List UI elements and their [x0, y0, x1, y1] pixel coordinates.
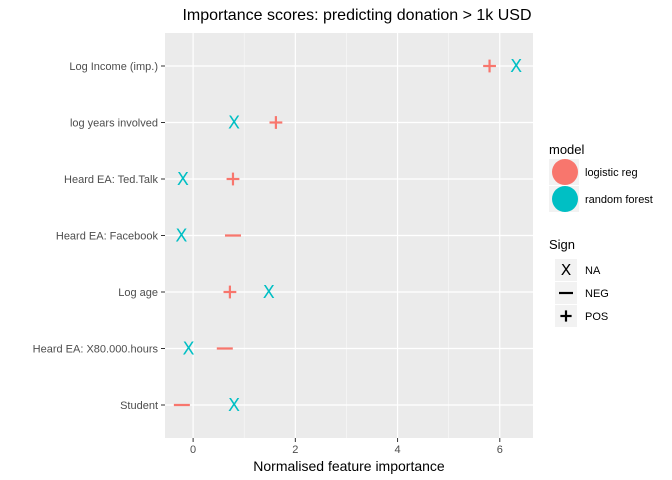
- y-tick-label: Log Income (imp.): [69, 61, 158, 73]
- y-tick-label: log years involved: [70, 118, 158, 130]
- random-forest-point: X: [177, 170, 189, 190]
- data-points: X X X X X X X: [173, 57, 522, 416]
- logistic-reg-point: [483, 59, 496, 73]
- legend-label: NA: [585, 265, 601, 277]
- logistic-reg-point: [269, 116, 283, 129]
- y-tick-label: Heard EA: Ted.Talk: [64, 174, 158, 186]
- logistic-reg-point: [226, 172, 240, 186]
- legend-title-model: model: [549, 142, 585, 157]
- x-tick-label: 2: [292, 444, 298, 456]
- grid-lines: [165, 33, 533, 438]
- random-forest-point: X: [263, 283, 275, 303]
- x-tick-label: 4: [394, 444, 400, 456]
- x-axis-title: Normalised feature importance: [253, 458, 445, 474]
- x-marker-glyph: X: [228, 113, 240, 133]
- random-forest-point: X: [228, 113, 240, 133]
- y-tick-label: Heard EA: X80.000.hours: [33, 344, 159, 356]
- random-forest-point: X: [175, 226, 187, 246]
- x-marker-glyph: X: [228, 396, 240, 416]
- logistic-reg-point: [223, 285, 237, 299]
- x-marker-glyph: X: [561, 261, 572, 279]
- chart-title: Importance scores: predicting donation >…: [182, 7, 531, 24]
- y-tick-label: Log age: [118, 287, 158, 299]
- x-marker-glyph: X: [263, 283, 275, 303]
- x-axis: 0 2 4 6: [190, 438, 503, 456]
- legend-label: NEG: [585, 288, 609, 300]
- x-marker-glyph: X: [510, 57, 522, 77]
- y-axis: Log Income (imp.) log years involved Heard…: [33, 61, 165, 412]
- x-marker-glyph: X: [175, 226, 187, 246]
- x-marker-glyph: X: [177, 170, 189, 190]
- legend-swatch: [552, 159, 578, 185]
- legend-symbol: [560, 310, 572, 322]
- legend-title-sign: Sign: [549, 237, 575, 252]
- legend-label: logistic reg: [585, 167, 638, 179]
- legend-swatch: [552, 186, 578, 212]
- random-forest-point: X: [228, 396, 240, 416]
- x-tick-label: 6: [497, 444, 503, 456]
- random-forest-point: X: [510, 57, 522, 77]
- x-tick-label: 0: [190, 444, 196, 456]
- legend-label: random forest: [585, 194, 653, 206]
- legend-symbol: X: [561, 261, 572, 279]
- random-forest-point: X: [182, 339, 194, 359]
- legend-key-bg: [555, 259, 577, 281]
- x-marker-glyph: X: [182, 339, 194, 359]
- legend-label: POS: [585, 311, 608, 323]
- y-tick-label: Student: [120, 400, 158, 412]
- y-tick-label: Heard EA: Facebook: [56, 231, 159, 243]
